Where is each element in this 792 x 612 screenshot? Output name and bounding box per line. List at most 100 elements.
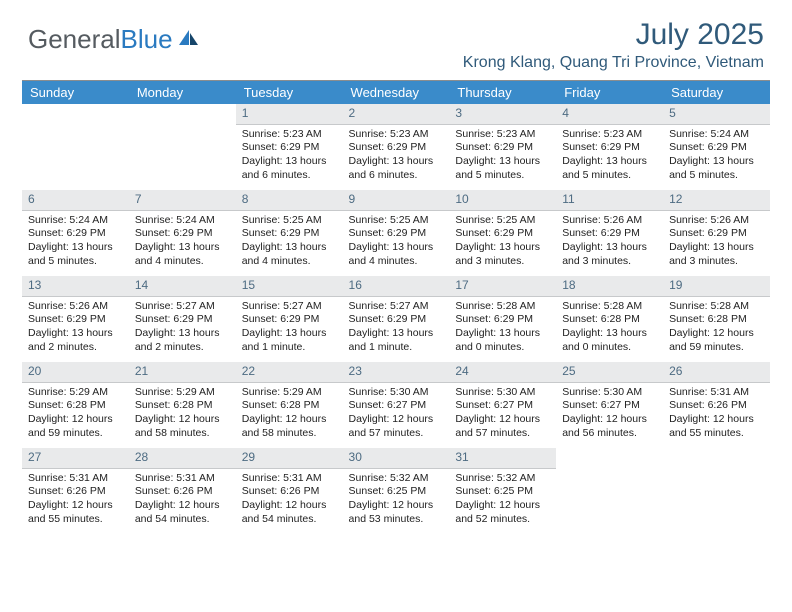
calendar-wrap: Sunday Monday Tuesday Wednesday Thursday… <box>0 81 792 534</box>
sunrise-text: Sunrise: 5:27 AM <box>135 300 230 314</box>
daylight-text: Daylight: 13 hours and 4 minutes. <box>135 241 230 268</box>
sunrise-text: Sunrise: 5:30 AM <box>562 386 657 400</box>
calendar-cell: 13Sunrise: 5:26 AMSunset: 6:29 PMDayligh… <box>22 276 129 362</box>
day-body: Sunrise: 5:27 AMSunset: 6:29 PMDaylight:… <box>343 297 450 359</box>
sunset-text: Sunset: 6:25 PM <box>349 485 444 499</box>
daylight-text: Daylight: 13 hours and 5 minutes. <box>669 155 764 182</box>
calendar-cell: 31 Sunrise: 5:32 AMSunset: 6:25 PMDayligh… <box>449 448 556 534</box>
sunset-text: Sunset: 6:29 PM <box>135 313 230 327</box>
day-body: Sunrise: 5:31 AMSunset: 6:26 PMDaylight:… <box>22 469 129 531</box>
sunrise-text: Sunrise: 5:32 AM <box>455 472 550 486</box>
sunrise-text: Sunrise: 5:28 AM <box>455 300 550 314</box>
weekday-heading: Friday <box>556 81 663 104</box>
weekday-heading: Wednesday <box>343 81 450 104</box>
sunrise-text: Sunrise: 5:25 AM <box>455 214 550 228</box>
day-body: Sunrise: 5:26 AMSunset: 6:29 PMDaylight:… <box>663 211 770 273</box>
daylight-text: Daylight: 12 hours and 53 minutes. <box>349 499 444 526</box>
daylight-text: Daylight: 13 hours and 2 minutes. <box>28 327 123 354</box>
day-body: Sunrise: 5:31 AMSunset: 6:26 PMDaylight:… <box>236 469 343 531</box>
sunset-text: Sunset: 6:29 PM <box>455 313 550 327</box>
daylight-text: Daylight: 13 hours and 5 minutes. <box>455 155 550 182</box>
weekday-heading: Sunday <box>22 81 129 104</box>
calendar-cell: 17Sunrise: 5:28 AMSunset: 6:29 PMDayligh… <box>449 276 556 362</box>
day-body: Sunrise: 5:24 AMSunset: 6:29 PMDaylight:… <box>22 211 129 273</box>
sunset-text: Sunset: 6:26 PM <box>669 399 764 413</box>
sunrise-text: Sunrise: 5:27 AM <box>242 300 337 314</box>
day-body: Sunrise: 5:24 AMSunset: 6:29 PMDaylight:… <box>663 125 770 187</box>
day-body: Sunrise: 5:26 AMSunset: 6:29 PMDaylight:… <box>22 297 129 359</box>
date-label: 2 <box>343 104 450 125</box>
date-label: 14 <box>129 276 236 297</box>
calendar-cell: 23Sunrise: 5:30 AMSunset: 6:27 PMDayligh… <box>343 362 450 448</box>
date-label: 22 <box>236 362 343 383</box>
sunrise-text: Sunrise: 5:31 AM <box>242 472 337 486</box>
date-label: 9 <box>343 190 450 211</box>
calendar-cell: 30Sunrise: 5:32 AMSunset: 6:25 PMDayligh… <box>343 448 450 534</box>
calendar-cell: 15Sunrise: 5:27 AMSunset: 6:29 PMDayligh… <box>236 276 343 362</box>
calendar-row: 13Sunrise: 5:26 AMSunset: 6:29 PMDayligh… <box>22 276 770 362</box>
sunset-text: Sunset: 6:28 PM <box>562 313 657 327</box>
sunset-text: Sunset: 6:28 PM <box>135 399 230 413</box>
calendar-head: Sunday Monday Tuesday Wednesday Thursday… <box>22 81 770 104</box>
sunrise-text: Sunrise: 5:24 AM <box>28 214 123 228</box>
calendar-cell <box>22 104 129 190</box>
sunset-text: Sunset: 6:29 PM <box>455 227 550 241</box>
date-label: 7 <box>129 190 236 211</box>
weekday-heading: Tuesday <box>236 81 343 104</box>
sunset-text: Sunset: 6:26 PM <box>135 485 230 499</box>
sunrise-text: Sunrise: 5:30 AM <box>455 386 550 400</box>
daylight-text: Daylight: 12 hours and 52 minutes. <box>455 499 550 526</box>
header: GeneralBlue July 2025 Krong Klang, Quang… <box>0 0 792 78</box>
sunset-text: Sunset: 6:27 PM <box>349 399 444 413</box>
day-body: Sunrise: 5:29 AMSunset: 6:28 PMDaylight:… <box>129 383 236 445</box>
sunset-text: Sunset: 6:29 PM <box>242 227 337 241</box>
daylight-text: Daylight: 12 hours and 58 minutes. <box>242 413 337 440</box>
sunset-text: Sunset: 6:29 PM <box>28 313 123 327</box>
sunrise-text: Sunrise: 5:26 AM <box>669 214 764 228</box>
daylight-text: Daylight: 13 hours and 3 minutes. <box>455 241 550 268</box>
sunrise-text: Sunrise: 5:29 AM <box>135 386 230 400</box>
date-label: 18 <box>556 276 663 297</box>
sunrise-text: Sunrise: 5:31 AM <box>28 472 123 486</box>
calendar-cell: 4Sunrise: 5:23 AMSunset: 6:29 PMDaylight… <box>556 104 663 190</box>
sunset-text: Sunset: 6:27 PM <box>562 399 657 413</box>
daylight-text: Daylight: 12 hours and 54 minutes. <box>242 499 337 526</box>
daylight-text: Daylight: 12 hours and 54 minutes. <box>135 499 230 526</box>
location: Krong Klang, Quang Tri Province, Vietnam <box>463 54 764 72</box>
sunrise-text: Sunrise: 5:31 AM <box>669 386 764 400</box>
sunset-text: Sunset: 6:29 PM <box>28 227 123 241</box>
calendar-cell: 27Sunrise: 5:31 AMSunset: 6:26 PMDayligh… <box>22 448 129 534</box>
daylight-text: Daylight: 13 hours and 0 minutes. <box>562 327 657 354</box>
brand-logo: GeneralBlue <box>28 18 200 55</box>
sunrise-text: Sunrise: 5:30 AM <box>349 386 444 400</box>
sunrise-text: Sunrise: 5:28 AM <box>562 300 657 314</box>
sunset-text: Sunset: 6:25 PM <box>455 485 550 499</box>
date-label: 29 <box>236 448 343 469</box>
day-body: Sunrise: 5:23 AMSunset: 6:29 PMDaylight:… <box>343 125 450 187</box>
day-body: Sunrise: 5:28 AMSunset: 6:28 PMDaylight:… <box>663 297 770 359</box>
calendar-cell: 26Sunrise: 5:31 AMSunset: 6:26 PMDayligh… <box>663 362 770 448</box>
calendar-cell: 21Sunrise: 5:29 AMSunset: 6:28 PMDayligh… <box>129 362 236 448</box>
sunset-text: Sunset: 6:28 PM <box>242 399 337 413</box>
daylight-text: Daylight: 13 hours and 6 minutes. <box>242 155 337 182</box>
calendar-cell <box>663 448 770 534</box>
daylight-text: Daylight: 13 hours and 6 minutes. <box>349 155 444 182</box>
day-body: Sunrise: 5:28 AMSunset: 6:29 PMDaylight:… <box>449 297 556 359</box>
daylight-text: Daylight: 13 hours and 5 minutes. <box>562 155 657 182</box>
daylight-text: Daylight: 12 hours and 57 minutes. <box>349 413 444 440</box>
sunset-text: Sunset: 6:29 PM <box>242 141 337 155</box>
sunset-text: Sunset: 6:29 PM <box>349 313 444 327</box>
sunset-text: Sunset: 6:29 PM <box>135 227 230 241</box>
date-label: 19 <box>663 276 770 297</box>
sunrise-text: Sunrise: 5:27 AM <box>349 300 444 314</box>
calendar-cell: 7Sunrise: 5:24 AMSunset: 6:29 PMDaylight… <box>129 190 236 276</box>
sunrise-text: Sunrise: 5:24 AM <box>669 128 764 142</box>
date-label: 16 <box>343 276 450 297</box>
date-label: 25 <box>556 362 663 383</box>
date-label: 30 <box>343 448 450 469</box>
date-label: 31 <box>449 448 556 469</box>
sunset-text: Sunset: 6:28 PM <box>28 399 123 413</box>
date-label: 3 <box>449 104 556 125</box>
day-body: Sunrise: 5:24 AMSunset: 6:29 PMDaylight:… <box>129 211 236 273</box>
daylight-text: Daylight: 13 hours and 4 minutes. <box>242 241 337 268</box>
